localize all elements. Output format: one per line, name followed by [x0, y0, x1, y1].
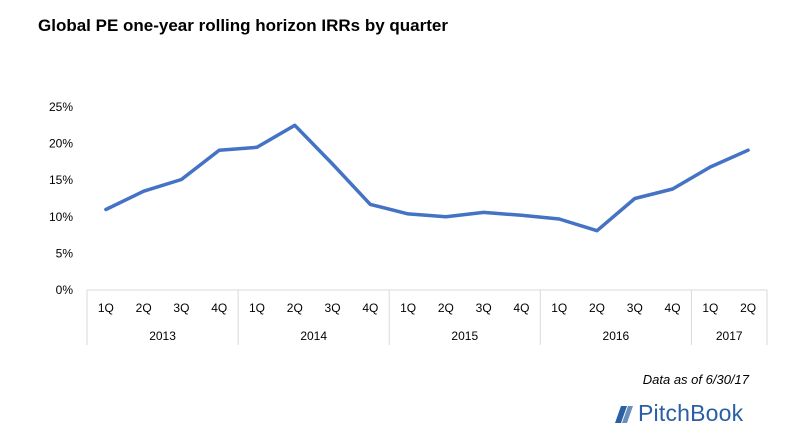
year-label: 2017	[716, 329, 743, 343]
data-point	[331, 162, 334, 166]
y-tick-label: 20%	[49, 137, 73, 151]
year-label: 2014	[300, 329, 327, 343]
data-point	[633, 197, 636, 200]
data-point	[406, 212, 410, 216]
x-tick-label: 4Q	[665, 301, 681, 315]
data-point	[444, 215, 448, 218]
x-tick-label: 4Q	[211, 301, 227, 315]
x-tick-label: 1Q	[249, 301, 265, 315]
data-point	[671, 187, 674, 191]
year-label: 2015	[451, 329, 478, 343]
x-tick-label: 2Q	[287, 301, 303, 315]
data-point	[520, 214, 523, 217]
x-tick-label: 1Q	[551, 301, 567, 315]
x-tick-label: 3Q	[173, 301, 189, 315]
x-tick-label: 3Q	[325, 301, 341, 315]
data-point	[218, 148, 221, 152]
pitchbook-logo-icon	[615, 405, 633, 423]
x-tick-label: 2Q	[438, 301, 454, 315]
year-label: 2013	[149, 329, 176, 343]
y-tick-label: 5%	[56, 246, 74, 260]
x-tick-label: 2Q	[589, 301, 605, 315]
x-tick-label: 1Q	[702, 301, 718, 315]
x-tick-label: 2Q	[136, 301, 152, 315]
y-tick-label: 0%	[56, 283, 74, 297]
x-tick-label: 4Q	[362, 301, 378, 315]
data-point	[558, 217, 561, 221]
chart-title: Global PE one-year rolling horizon IRRs …	[38, 16, 448, 35]
y-tick-label: 25%	[49, 100, 73, 114]
data-point	[369, 203, 372, 206]
data-point	[142, 189, 145, 193]
x-tick-label: 3Q	[476, 301, 492, 315]
data-point	[482, 211, 485, 214]
data-date-note: Data as of 6/30/17	[642, 372, 749, 387]
data-point	[180, 178, 183, 181]
x-tick-label: 4Q	[513, 301, 529, 315]
x-tick-label: 1Q	[400, 301, 416, 315]
data-point	[293, 124, 296, 127]
data-point	[746, 148, 750, 152]
data-point	[595, 229, 599, 232]
brand-logo: PitchBook	[612, 400, 743, 427]
y-tick-label: 10%	[49, 210, 73, 224]
x-tick-label: 1Q	[98, 301, 114, 315]
data-point	[709, 165, 712, 169]
x-tick-label: 3Q	[627, 301, 643, 315]
data-point	[104, 208, 108, 211]
x-tick-label: 2Q	[740, 301, 756, 315]
data-point	[255, 146, 259, 149]
series-line	[104, 123, 750, 233]
brand-name: PitchBook	[638, 400, 744, 426]
year-label: 2016	[603, 329, 630, 343]
y-tick-label: 15%	[49, 173, 73, 187]
